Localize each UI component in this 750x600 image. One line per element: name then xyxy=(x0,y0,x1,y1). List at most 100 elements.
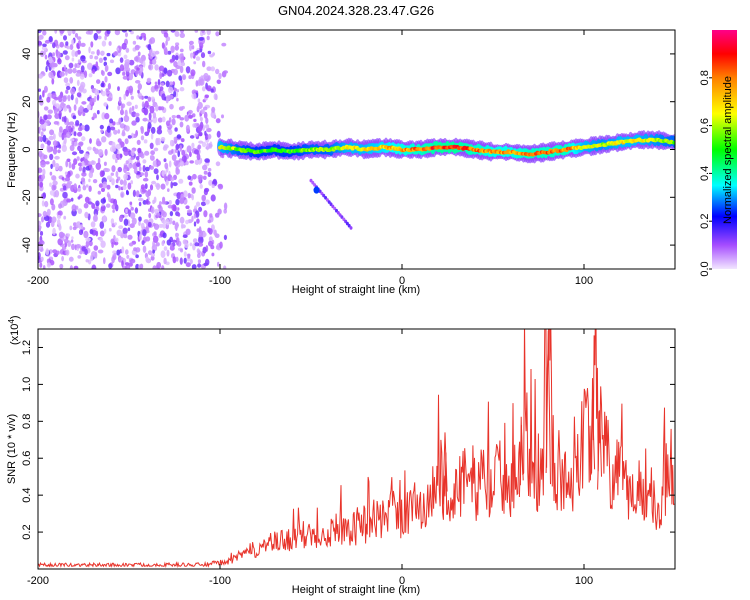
noise-speckle xyxy=(189,160,194,164)
noise-speckle xyxy=(104,168,110,173)
noise-speckle xyxy=(148,112,152,121)
noise-speckle xyxy=(80,55,86,62)
noise-speckle xyxy=(111,204,117,210)
noise-speckle xyxy=(119,64,125,72)
noise-speckle xyxy=(187,253,191,259)
noise-speckle xyxy=(71,49,76,58)
noise-speckle xyxy=(143,139,148,144)
noise-speckle xyxy=(130,95,134,100)
noise-speckle xyxy=(79,149,84,154)
noise-speckle xyxy=(65,125,69,132)
noise-speckle xyxy=(137,82,142,91)
noise-speckle xyxy=(201,194,206,202)
noise-speckle xyxy=(70,88,76,95)
noise-speckle xyxy=(68,256,74,262)
noise-speckle xyxy=(207,171,212,177)
noise-speckle xyxy=(179,196,184,205)
noise-speckle xyxy=(170,139,173,147)
noise-speckle xyxy=(73,265,79,269)
noise-speckle xyxy=(157,117,163,123)
noise-speckle xyxy=(198,131,203,137)
noise-speckle xyxy=(175,144,180,151)
noise-speckle xyxy=(114,30,121,36)
noise-speckle xyxy=(63,77,69,84)
noise-speckle xyxy=(71,243,75,250)
y-tick-label: 40 xyxy=(21,48,33,60)
noise-speckle xyxy=(83,202,89,209)
snr-y-ticks: 0.2 0.4 0.6 0.8 1.0 1.2 xyxy=(21,340,675,540)
noise-speckle xyxy=(63,115,67,123)
noise-speckle xyxy=(89,98,93,105)
noise-speckle xyxy=(112,209,115,213)
noise-speckle xyxy=(198,236,204,244)
noise-speckle xyxy=(205,199,210,205)
noise-speckle xyxy=(186,209,192,214)
noise-speckle xyxy=(123,179,127,187)
noise-speckle xyxy=(74,63,78,69)
noise-speckle xyxy=(179,87,185,92)
noise-speckle xyxy=(103,161,107,166)
noise-speckle xyxy=(195,56,201,61)
noise-speckle xyxy=(106,126,111,133)
noise-speckle xyxy=(165,40,168,46)
noise-speckle xyxy=(123,54,128,60)
noise-speckle xyxy=(116,45,122,53)
noise-speckle xyxy=(125,32,128,38)
noise-speckle xyxy=(177,150,180,158)
noise-speckle xyxy=(63,35,67,41)
noise-speckle xyxy=(88,73,93,78)
noise-speckle xyxy=(130,149,135,157)
noise-speckle xyxy=(38,40,42,46)
noise-speckle xyxy=(97,249,104,254)
noise-speckle xyxy=(130,156,135,161)
noise-speckle xyxy=(197,125,203,133)
noise-speckle xyxy=(123,115,130,123)
noise-speckle xyxy=(81,101,87,105)
noise-speckle xyxy=(172,204,177,212)
noise-speckle xyxy=(42,168,46,176)
noise-speckle xyxy=(144,95,149,99)
noise-speckle xyxy=(205,258,210,266)
noise-speckle xyxy=(193,61,197,65)
noise-speckle xyxy=(134,44,140,51)
noise-speckle xyxy=(57,149,61,154)
noise-speckle xyxy=(150,133,154,140)
noise-speckle xyxy=(119,153,123,158)
noise-speckle xyxy=(217,208,222,215)
noise-speckle xyxy=(211,252,215,257)
noise-speckle xyxy=(207,167,212,172)
noise-speckle xyxy=(140,222,145,230)
noise-speckle xyxy=(206,30,211,36)
noise-speckle xyxy=(80,177,86,183)
noise-speckle xyxy=(202,246,207,254)
snr-y-multiplier-exp: 4 xyxy=(7,319,16,324)
noise-speckle xyxy=(65,160,69,168)
ridge-trail xyxy=(322,193,326,198)
noise-speckle xyxy=(170,177,175,181)
noise-speckle xyxy=(123,233,128,239)
noise-speckle xyxy=(96,49,100,56)
noise-speckle xyxy=(70,239,74,243)
noise-speckle xyxy=(107,71,113,77)
noise-speckle xyxy=(204,187,210,193)
noise-speckle xyxy=(76,156,80,161)
noise-speckle xyxy=(179,121,184,128)
noise-speckle xyxy=(168,86,174,94)
noise-speckle xyxy=(174,31,180,37)
noise-speckle xyxy=(45,65,48,73)
noise-speckle xyxy=(160,82,165,86)
noise-speckle xyxy=(173,90,177,98)
noise-speckle xyxy=(75,173,80,179)
noise-speckle xyxy=(160,106,165,111)
noise-speckle xyxy=(131,105,135,112)
noise-speckle xyxy=(111,165,116,173)
noise-speckle xyxy=(113,51,119,56)
noise-speckle xyxy=(125,47,130,53)
noise-speckle xyxy=(156,174,159,181)
noise-speckle xyxy=(172,182,178,187)
noise-speckle xyxy=(153,168,159,175)
noise-speckle xyxy=(97,157,101,165)
noise-speckle xyxy=(182,234,188,238)
noise-speckle xyxy=(154,208,159,214)
